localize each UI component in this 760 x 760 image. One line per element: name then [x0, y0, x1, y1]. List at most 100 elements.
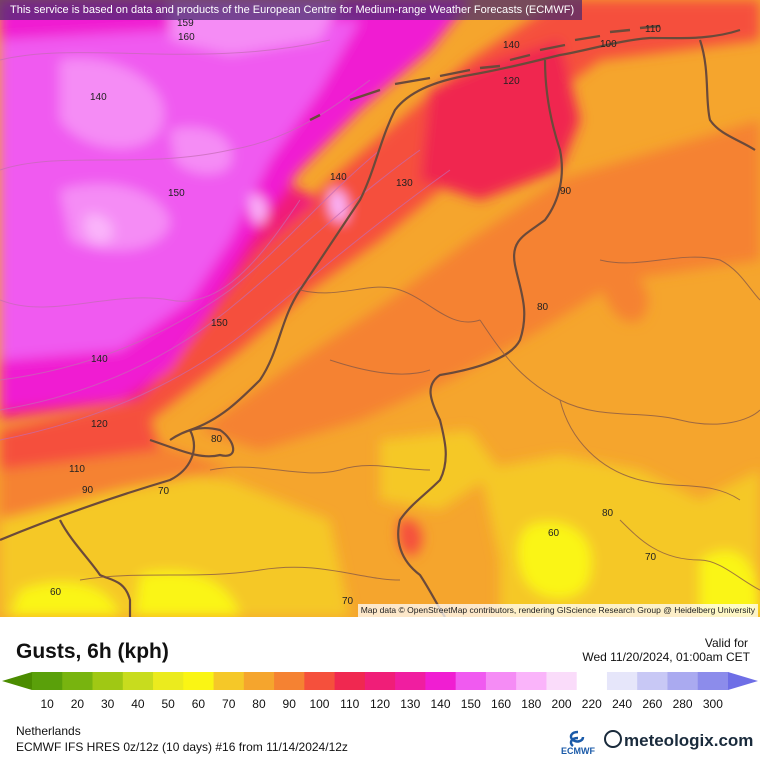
- scale-tick-label: 280: [673, 697, 693, 711]
- scale-swatch: [153, 672, 184, 690]
- band-100: [0, 0, 760, 470]
- scale-tick-label: 300: [703, 697, 723, 711]
- scale-swatch: [92, 672, 124, 690]
- brand-text: meteologix.com: [624, 731, 754, 750]
- ecmwf-logo-icon[interactable]: [561, 729, 595, 757]
- contour-label: 160: [178, 32, 195, 43]
- scale-swatch: [213, 672, 245, 690]
- contour-label: 120: [503, 76, 520, 87]
- scale-swatch: [606, 672, 638, 690]
- contour-label: 80: [602, 508, 614, 519]
- band-110-north: [420, 40, 580, 200]
- model-info: ECMWF IFS HRES 0z/12z (10 days) #16 from…: [16, 740, 348, 754]
- band-180-b: [249, 194, 267, 224]
- scale-tick-label: 240: [612, 697, 632, 711]
- scale-tick-label: 60: [192, 697, 206, 711]
- meteologix-logo[interactable]: meteologix.com: [604, 730, 753, 751]
- ecmwf-logo-text: ECMWF: [561, 746, 595, 756]
- region-name: Netherlands: [16, 724, 81, 738]
- scale-tick-label: 40: [131, 697, 145, 711]
- scale-tick-label: 150: [461, 697, 481, 711]
- contour-label: 140: [91, 354, 108, 365]
- contour-label: 140: [503, 40, 520, 51]
- scale-swatch: [274, 672, 305, 690]
- globe-icon: [604, 730, 622, 748]
- contour-label: 70: [158, 486, 170, 497]
- scale-swatch: [32, 672, 63, 690]
- contour-label: 110: [69, 464, 85, 475]
- scale-tick-label: 260: [642, 697, 662, 711]
- contour-label: 60: [548, 528, 560, 539]
- band-60: [518, 522, 592, 599]
- contour-label: 120: [91, 419, 108, 430]
- scale-tick-label: 140: [431, 697, 451, 711]
- band-160-c: [170, 127, 232, 175]
- scale-tick-label: 80: [252, 697, 266, 711]
- band-180-a: [85, 213, 114, 244]
- valid-label: Valid for: [704, 636, 748, 650]
- scale-swatch: [304, 672, 336, 690]
- band-90: [200, 120, 760, 450]
- contour-label: 110: [645, 24, 661, 35]
- contour-label: 90: [82, 485, 94, 496]
- gust-field: 159 160 140 140 100 110 120 150 140 130 …: [0, 0, 760, 617]
- scale-swatch: [576, 672, 608, 690]
- legend-title: Gusts, 6h (kph): [16, 640, 169, 663]
- scale-tick-label: 100: [309, 697, 329, 711]
- contour-label: 150: [211, 318, 228, 329]
- scale-swatch: [546, 672, 578, 690]
- scale-swatch: [516, 672, 547, 690]
- map-attribution[interactable]: Map data © OpenStreetMap contributors, r…: [357, 604, 758, 617]
- scale-tick-label: 110: [340, 697, 359, 711]
- scale-high-arrow: [728, 672, 758, 690]
- scale-tick-label: 90: [283, 697, 297, 711]
- islands: [309, 24, 661, 122]
- scale-swatch: [697, 672, 729, 690]
- contour-label: 150: [168, 188, 185, 199]
- scale-tick-label: 200: [552, 697, 572, 711]
- contour-label: 100: [600, 39, 617, 50]
- contour-label: 70: [342, 596, 354, 607]
- contour-label: 80: [211, 434, 223, 445]
- band-60-se: [700, 550, 760, 617]
- band-70-center: [380, 430, 500, 510]
- scale-swatch: [395, 672, 426, 690]
- scale-swatch: [122, 672, 154, 690]
- scale-tick-label: 130: [400, 697, 420, 711]
- valid-date: Wed 11/20/2024, 01:00am CET: [582, 650, 750, 664]
- band-90-spot: [600, 268, 648, 322]
- band-160-a: [60, 58, 164, 149]
- contour-label: 60: [50, 587, 62, 598]
- scale-tick-label: 70: [222, 697, 236, 711]
- ecmwf-notice: This service is based on data and produc…: [0, 0, 583, 20]
- contour-label: 130: [396, 178, 413, 189]
- scale-swatch: [364, 672, 396, 690]
- band-180-c: [328, 189, 348, 222]
- scale-tick-label: 50: [161, 697, 175, 711]
- scale-low-arrow: [2, 672, 32, 690]
- contour-lines: [0, 39, 451, 441]
- coastline: [0, 28, 756, 617]
- scale-swatch: [455, 672, 487, 690]
- scale-swatch: [485, 672, 517, 690]
- contour-label: 70: [645, 552, 657, 563]
- scale-swatch: [667, 672, 699, 690]
- contour-label: 140: [330, 172, 347, 183]
- scale-swatch: [334, 672, 366, 690]
- scale-tick-label: 220: [582, 697, 602, 711]
- band-60-sw: [10, 582, 120, 617]
- contour-label-group: 159 160 140 140 100 110 120 150 140 130 …: [50, 18, 661, 607]
- contour-label: 140: [90, 92, 107, 103]
- contour-label: 80: [537, 302, 549, 313]
- band-60-s: [135, 571, 240, 617]
- band-100-spot: [398, 519, 423, 556]
- weather-map[interactable]: 159 160 140 140 100 110 120 150 140 130 …: [0, 0, 760, 617]
- scale-swatch: [243, 672, 275, 690]
- scale-swatch: [62, 672, 94, 690]
- scale-swatch: [637, 672, 668, 690]
- color-scale: 10 20 30 40 50 60 70 80 90 100 110 120 130 140 150 160 1…: [2, 672, 758, 711]
- region-borders: [79, 256, 760, 591]
- scale-tick-label: 180: [521, 697, 541, 711]
- scale-tick-label: 20: [71, 697, 85, 711]
- scale-tick-label: 120: [370, 697, 390, 711]
